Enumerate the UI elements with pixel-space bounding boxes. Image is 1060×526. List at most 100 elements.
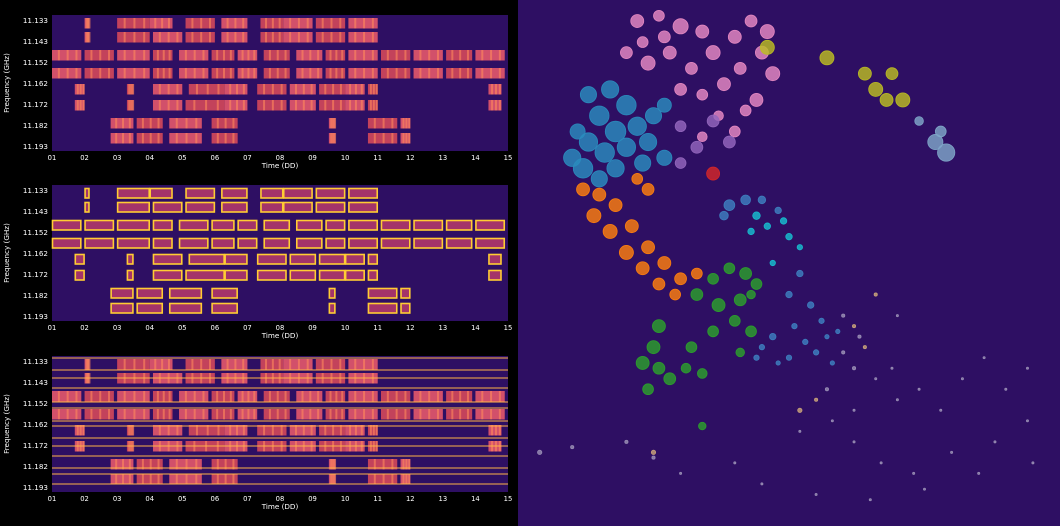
scatter-point bbox=[744, 14, 758, 28]
signal-streak bbox=[371, 18, 374, 29]
detection-box bbox=[84, 201, 90, 213]
x-tick-label: 02 bbox=[80, 154, 89, 162]
scatter-point bbox=[674, 83, 687, 96]
signal-streak bbox=[301, 68, 304, 79]
x-tick-label: 11 bbox=[373, 154, 382, 162]
signal-streak bbox=[494, 84, 497, 95]
scatter-point bbox=[674, 120, 687, 133]
detection-box bbox=[344, 253, 365, 265]
detection-box bbox=[152, 269, 183, 281]
signal-streak bbox=[363, 391, 366, 402]
signal-streak bbox=[317, 50, 320, 61]
signal-streak bbox=[193, 391, 196, 402]
signal-streak bbox=[289, 32, 292, 43]
signal-streak bbox=[310, 425, 313, 436]
scatter-point bbox=[624, 219, 639, 234]
scatter-point bbox=[814, 397, 819, 402]
scatter-point bbox=[606, 159, 625, 178]
signal-streak bbox=[373, 459, 376, 470]
detection-box bbox=[445, 219, 473, 231]
signal-block bbox=[52, 220, 82, 231]
detection-box bbox=[136, 302, 164, 314]
signal-streak bbox=[330, 359, 333, 370]
signal-streak bbox=[481, 50, 484, 61]
scatter-point bbox=[680, 362, 692, 374]
signal-streak bbox=[330, 133, 333, 144]
scatter-point bbox=[750, 278, 763, 290]
signal-streak bbox=[294, 84, 297, 95]
x-tick-label: 10 bbox=[341, 324, 350, 332]
signal-streak bbox=[382, 118, 385, 129]
signal-streak bbox=[224, 459, 227, 470]
signal-streak bbox=[76, 84, 79, 95]
signal-streak bbox=[123, 18, 126, 29]
scatter-point bbox=[698, 421, 707, 431]
signal-streak bbox=[79, 84, 82, 95]
signal-streak bbox=[451, 409, 454, 420]
signal-streak bbox=[236, 100, 239, 111]
y-tick-label: 11.193 bbox=[23, 312, 48, 321]
signal-streak bbox=[428, 391, 431, 402]
signal-block bbox=[380, 238, 411, 249]
scatter-point bbox=[636, 36, 649, 48]
signal-streak bbox=[271, 100, 274, 111]
scatter-point bbox=[705, 45, 721, 61]
signal-streak bbox=[175, 133, 178, 144]
x-tick-label: 09 bbox=[308, 495, 317, 503]
signal-streak bbox=[195, 459, 198, 470]
detection-box bbox=[185, 269, 225, 281]
signal-streak bbox=[339, 84, 342, 95]
signal-streak bbox=[408, 474, 411, 485]
signal-streak bbox=[156, 391, 159, 402]
signal-streak bbox=[141, 133, 144, 144]
signal-block bbox=[211, 220, 235, 231]
signal-block bbox=[413, 220, 443, 231]
signal-block bbox=[325, 220, 346, 231]
signal-streak bbox=[354, 391, 357, 402]
x-tick-label: 06 bbox=[211, 324, 220, 332]
x-tick-label: 15 bbox=[504, 324, 513, 332]
signal-streak bbox=[265, 18, 268, 29]
signal-streak bbox=[405, 459, 408, 470]
detection-box bbox=[344, 269, 365, 281]
signal-streak bbox=[395, 409, 398, 420]
signal-streak bbox=[200, 18, 203, 29]
scatter-point bbox=[1025, 366, 1029, 370]
signal-streak bbox=[405, 118, 408, 129]
scatter-point bbox=[868, 81, 884, 97]
signal-streak bbox=[386, 391, 389, 402]
scatter-point bbox=[791, 323, 798, 330]
y-tick-label: 11.182 bbox=[23, 291, 48, 300]
signal-streak bbox=[115, 133, 118, 144]
detection-box bbox=[110, 287, 134, 299]
signal-streak bbox=[330, 459, 333, 470]
signal-streak bbox=[360, 425, 363, 436]
signal-streak bbox=[226, 359, 229, 370]
signal-streak bbox=[90, 68, 93, 79]
detection-box bbox=[152, 237, 173, 249]
x-tick-label: 06 bbox=[211, 495, 220, 503]
signal-block bbox=[169, 118, 202, 129]
scatter-point bbox=[639, 132, 658, 152]
detection-box bbox=[152, 219, 173, 231]
signal-block bbox=[117, 238, 150, 249]
signal-streak bbox=[329, 68, 332, 79]
x-tick-label: 04 bbox=[145, 495, 154, 503]
scatter-point bbox=[785, 290, 793, 299]
y-tick-label: 11.143 bbox=[23, 378, 48, 387]
signal-streak bbox=[185, 118, 188, 129]
signal-streak bbox=[265, 359, 268, 370]
scatter-point bbox=[602, 223, 618, 239]
scatter-point bbox=[895, 398, 899, 402]
scatter-point bbox=[890, 366, 894, 370]
scatter-point bbox=[769, 259, 776, 267]
x-tick-label: 01 bbox=[48, 154, 57, 162]
scatter-point bbox=[537, 449, 543, 455]
signal-streak bbox=[371, 409, 374, 420]
detection-box bbox=[74, 269, 85, 281]
signal-streak bbox=[386, 409, 389, 420]
signal-streak bbox=[143, 50, 146, 61]
signal-streak bbox=[263, 100, 266, 111]
signal-streak bbox=[162, 50, 165, 61]
signal-streak bbox=[408, 459, 411, 470]
